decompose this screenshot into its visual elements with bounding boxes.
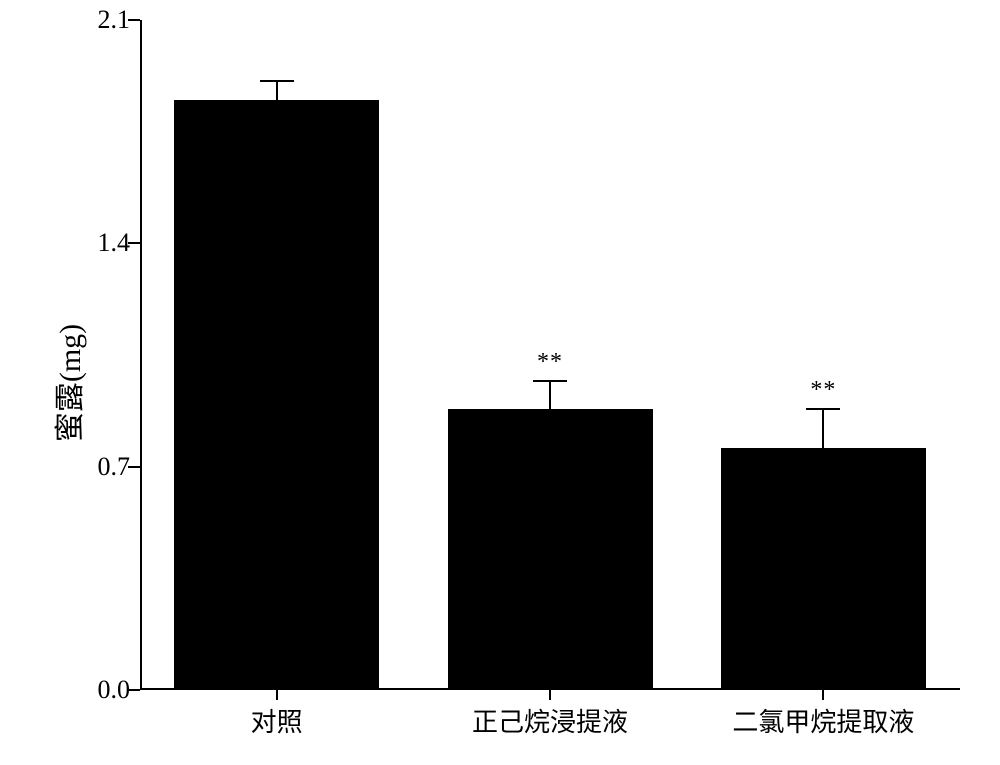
y-tick-label: 2.1 [10, 5, 130, 35]
error-bar-stem [822, 409, 824, 447]
bar [448, 409, 653, 690]
x-tick-label: 对照 [251, 702, 303, 739]
significance-marker: ** [537, 349, 563, 376]
error-bar-stem [276, 81, 278, 100]
y-tick-label: 0.7 [10, 452, 130, 482]
error-bar-stem [549, 381, 551, 410]
error-bar-cap [260, 80, 294, 82]
y-tick-label: 1.4 [10, 228, 130, 258]
bar-chart: 蜜露(mg) 0.0 0.7 1.4 2.1 对照 ** 正己烷浸提液 ** 二氯甲烷提取液 [0, 0, 1000, 765]
y-axis-title: 蜜露(mg) [45, 323, 89, 441]
x-tick-label: 二氯甲烷提取液 [732, 702, 914, 739]
bar [721, 448, 926, 690]
significance-marker: ** [810, 377, 836, 404]
x-tick-label: 正己烷浸提液 [472, 702, 628, 739]
error-bar-cap [806, 408, 840, 410]
x-tick [822, 690, 824, 700]
y-tick-label: 0.0 [10, 675, 130, 705]
error-bar-cap [533, 380, 567, 382]
x-tick [549, 690, 551, 700]
bar [174, 100, 379, 690]
x-tick [276, 690, 278, 700]
